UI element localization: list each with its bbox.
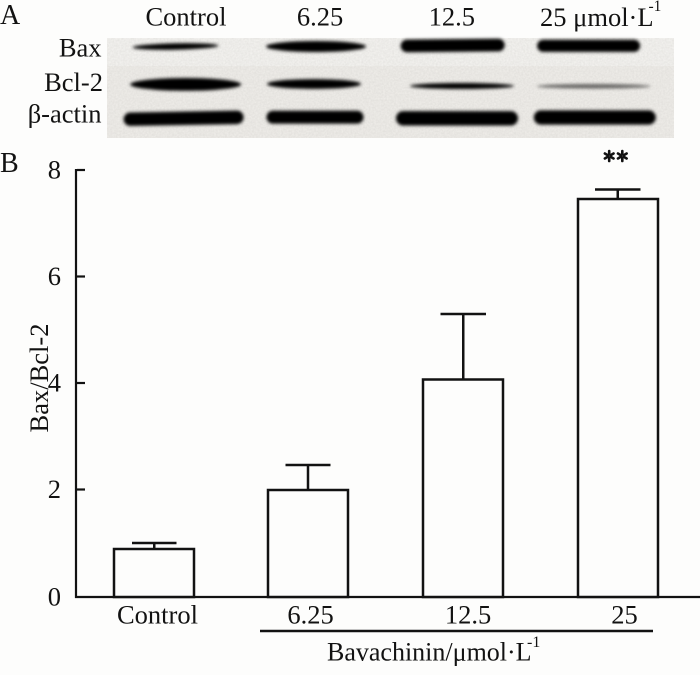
svg-text:A: A [0, 0, 21, 31]
svg-text:Bax/Bcl-2: Bax/Bcl-2 [24, 324, 54, 433]
svg-text:12.5: 12.5 [445, 600, 491, 630]
svg-text:0: 0 [48, 582, 61, 612]
svg-text:4: 4 [48, 368, 61, 398]
svg-text:Bax: Bax [59, 33, 102, 63]
svg-text:25: 25 [611, 600, 638, 630]
svg-text:Control: Control [146, 2, 227, 32]
svg-text:25 μmol·L: 25 μmol·L [540, 2, 654, 32]
svg-text:6.25: 6.25 [297, 2, 343, 32]
svg-text:β-actin: β-actin [28, 98, 102, 128]
svg-text:Bcl-2: Bcl-2 [44, 67, 103, 97]
svg-text:8: 8 [48, 155, 61, 185]
svg-text:2: 2 [48, 474, 61, 504]
svg-text:6: 6 [48, 261, 61, 291]
svg-text:12.5: 12.5 [429, 2, 475, 32]
svg-text:Bavachinin/μmol·L: Bavachinin/μmol·L [327, 638, 532, 667]
svg-text:-1: -1 [527, 634, 540, 651]
svg-text:B: B [0, 148, 19, 179]
svg-text:-1: -1 [649, 0, 662, 15]
svg-text:6.25: 6.25 [287, 600, 333, 630]
svg-text:Control: Control [117, 600, 198, 630]
